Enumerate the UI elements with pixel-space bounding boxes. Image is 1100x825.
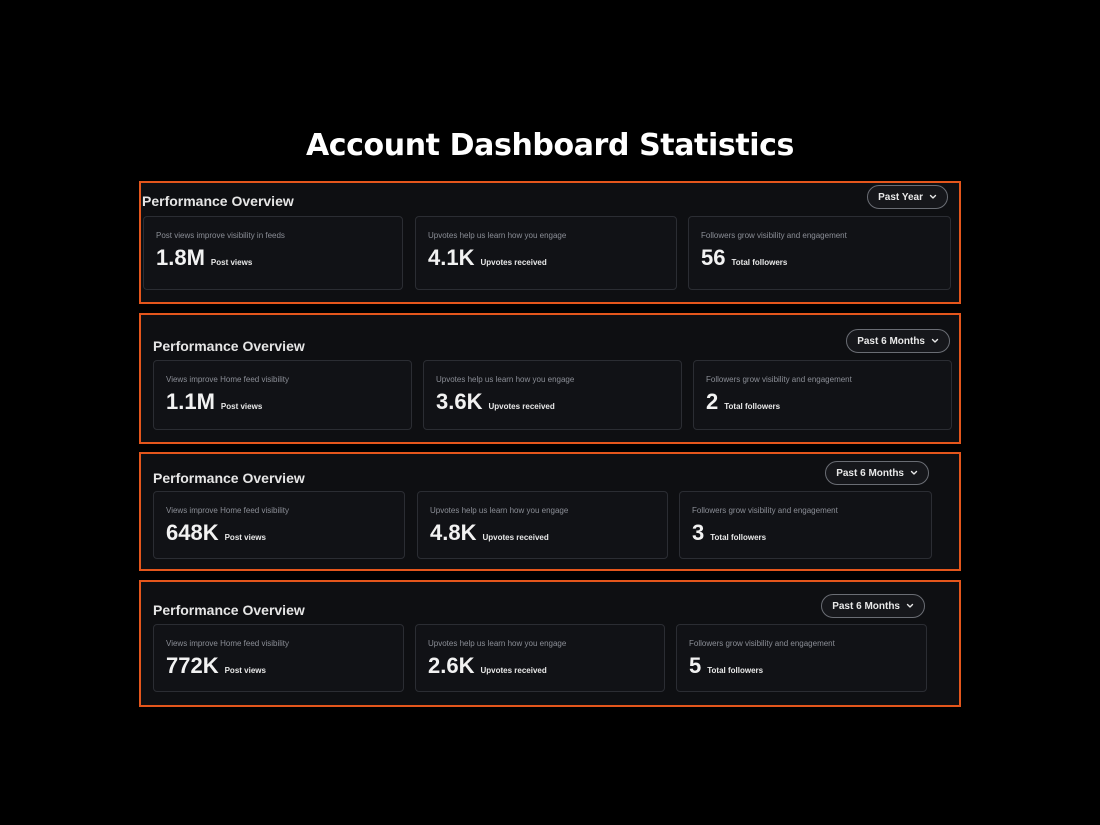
card-caption: Followers grow visibility and engagement xyxy=(701,231,847,240)
range-label: Past Year xyxy=(878,191,923,203)
chevron-down-icon xyxy=(910,470,918,475)
card-unit: Total followers xyxy=(707,666,764,675)
card-metric: 4.1K Upvotes received xyxy=(428,245,547,271)
performance-panel-past-year: Performance Overview Past Year Post view… xyxy=(139,181,961,304)
card-metric: 1.8M Post views xyxy=(156,245,252,271)
card-value: 4.1K xyxy=(428,245,475,270)
card-value: 2.6K xyxy=(428,653,475,678)
chevron-down-icon xyxy=(929,194,937,199)
card-metric: 5 Total followers xyxy=(689,653,763,679)
stat-card-post-views: Post views improve visibility in feeds 1… xyxy=(143,216,403,290)
range-select-button[interactable]: Past Year xyxy=(867,185,948,209)
stat-card-post-views: Views improve Home feed visibility 648K … xyxy=(153,491,405,559)
card-caption: Post views improve visibility in feeds xyxy=(156,231,285,240)
stat-card-post-views: Views improve Home feed visibility 772K … xyxy=(153,624,404,692)
card-unit: Post views xyxy=(224,666,266,675)
card-metric: 56 Total followers xyxy=(701,245,787,271)
panel-title: Performance Overview xyxy=(142,193,294,209)
stat-card-followers: Followers grow visibility and engagement… xyxy=(693,360,952,430)
card-caption: Upvotes help us learn how you engage xyxy=(430,506,569,515)
card-caption: Views improve Home feed visibility xyxy=(166,506,290,515)
performance-panel-past-6-months: Performance Overview Past 6 Months Views… xyxy=(139,580,961,707)
card-caption: Upvotes help us learn how you engage xyxy=(436,375,575,384)
stat-card-followers: Followers grow visibility and engagement… xyxy=(679,491,932,559)
card-value: 772K xyxy=(166,653,219,678)
card-caption: Upvotes help us learn how you engage xyxy=(428,231,567,240)
card-metric: 648K Post views xyxy=(166,520,266,546)
card-metric: 3 Total followers xyxy=(692,520,766,546)
panel-title: Performance Overview xyxy=(153,470,305,486)
stat-card-upvotes: Upvotes help us learn how you engage 3.6… xyxy=(423,360,682,430)
page-title: Account Dashboard Statistics xyxy=(305,128,795,163)
performance-panel-past-6-months: Performance Overview Past 6 Months Views… xyxy=(139,452,961,571)
range-label: Past 6 Months xyxy=(832,600,900,612)
stat-card-followers: Followers grow visibility and engagement… xyxy=(688,216,951,290)
card-unit: Upvotes received xyxy=(482,533,549,542)
card-unit: Upvotes received xyxy=(480,666,547,675)
card-unit: Post views xyxy=(220,402,263,411)
card-caption: Views improve Home feed visibility xyxy=(166,639,290,648)
card-unit: Post views xyxy=(224,533,266,542)
card-unit: Upvotes received xyxy=(488,402,555,411)
card-metric: 4.8K Upvotes received xyxy=(430,520,549,546)
card-value: 5 xyxy=(689,653,702,678)
chevron-down-icon xyxy=(906,603,914,608)
stat-card-post-views: Views improve Home feed visibility 1.1M … xyxy=(153,360,412,430)
card-metric: 3.6K Upvotes received xyxy=(436,389,555,415)
card-value: 2 xyxy=(706,389,719,414)
chevron-down-icon xyxy=(931,338,939,343)
card-metric: 1.1M Post views xyxy=(166,389,262,415)
card-value: 56 xyxy=(701,245,726,270)
stat-card-upvotes: Upvotes help us learn how you engage 2.6… xyxy=(415,624,665,692)
stat-card-upvotes: Upvotes help us learn how you engage 4.1… xyxy=(415,216,677,290)
card-value: 4.8K xyxy=(430,520,477,545)
card-caption: Followers grow visibility and engagement xyxy=(689,639,835,648)
card-caption: Views improve Home feed visibility xyxy=(166,375,290,384)
card-unit: Total followers xyxy=(710,533,767,542)
panel-title: Performance Overview xyxy=(153,602,305,618)
card-value: 3.6K xyxy=(436,389,483,414)
card-unit: Upvotes received xyxy=(480,258,547,267)
card-unit: Total followers xyxy=(724,402,781,411)
card-metric: 2.6K Upvotes received xyxy=(428,653,547,679)
range-select-button[interactable]: Past 6 Months xyxy=(825,461,929,485)
performance-panel-past-6-months: Performance Overview Past 6 Months Views… xyxy=(139,313,961,444)
card-value: 1.1M xyxy=(166,389,215,414)
range-label: Past 6 Months xyxy=(857,335,925,347)
card-value: 648K xyxy=(166,520,219,545)
stat-card-followers: Followers grow visibility and engagement… xyxy=(676,624,927,692)
card-value: 1.8M xyxy=(156,245,205,270)
card-caption: Upvotes help us learn how you engage xyxy=(428,639,567,648)
card-metric: 2 Total followers xyxy=(706,389,780,415)
card-value: 3 xyxy=(692,520,705,545)
card-metric: 772K Post views xyxy=(166,653,266,679)
card-unit: Post views xyxy=(210,258,253,267)
card-caption: Followers grow visibility and engagement xyxy=(706,375,852,384)
card-unit: Total followers xyxy=(731,258,788,267)
range-label: Past 6 Months xyxy=(836,467,904,479)
range-select-button[interactable]: Past 6 Months xyxy=(821,594,925,618)
card-caption: Followers grow visibility and engagement xyxy=(692,506,838,515)
panel-title: Performance Overview xyxy=(153,338,305,354)
stat-card-upvotes: Upvotes help us learn how you engage 4.8… xyxy=(417,491,668,559)
range-select-button[interactable]: Past 6 Months xyxy=(846,329,950,353)
